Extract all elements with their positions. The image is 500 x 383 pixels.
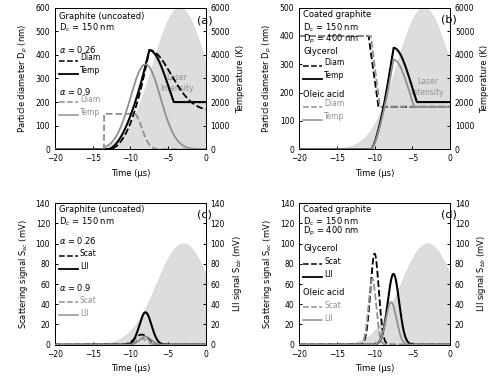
- Text: $\alpha$ = 0.26: $\alpha$ = 0.26: [59, 236, 96, 246]
- Text: D$_c$ = 150 nm: D$_c$ = 150 nm: [59, 22, 114, 34]
- Text: $\alpha$ = 0.9: $\alpha$ = 0.9: [59, 85, 92, 97]
- Y-axis label: Scattering signal S$_{sc}$ (mV): Scattering signal S$_{sc}$ (mV): [17, 219, 30, 329]
- Text: Scat: Scat: [324, 257, 341, 266]
- Text: Diam: Diam: [324, 99, 344, 108]
- Text: Diam: Diam: [80, 95, 100, 104]
- Y-axis label: Temperature (K): Temperature (K): [480, 44, 489, 113]
- Text: Coated graphite: Coated graphite: [303, 10, 372, 20]
- Text: D$_c$ = 150 nm: D$_c$ = 150 nm: [303, 215, 359, 228]
- Y-axis label: Scattering signal S$_{sc}$ (mV): Scattering signal S$_{sc}$ (mV): [262, 219, 274, 329]
- Text: Glycerol: Glycerol: [303, 244, 338, 252]
- Text: LII: LII: [80, 309, 88, 318]
- Text: LII: LII: [324, 314, 333, 323]
- Text: D$_c$ = 150 nm: D$_c$ = 150 nm: [303, 22, 359, 34]
- Text: LII: LII: [80, 262, 88, 271]
- Y-axis label: Temperature (K): Temperature (K): [236, 44, 244, 113]
- Text: Graphite (uncoated): Graphite (uncoated): [59, 12, 144, 21]
- Text: Scat: Scat: [80, 249, 96, 258]
- Text: Temp: Temp: [324, 71, 344, 80]
- Text: (d): (d): [441, 209, 457, 219]
- Text: (c): (c): [196, 209, 212, 219]
- Text: D$_p$ = 400 nm: D$_p$ = 400 nm: [303, 225, 360, 239]
- Text: (b): (b): [441, 15, 456, 25]
- Y-axis label: LII signal S$_{bb}$ (mV): LII signal S$_{bb}$ (mV): [475, 235, 488, 313]
- Text: Temp: Temp: [324, 113, 344, 121]
- Y-axis label: Particle diameter D$_p$ (nm): Particle diameter D$_p$ (nm): [17, 24, 30, 133]
- Text: Temp: Temp: [80, 108, 100, 117]
- Text: (a): (a): [196, 15, 212, 25]
- Text: $\alpha$ = 0.26: $\alpha$ = 0.26: [59, 44, 96, 55]
- Text: Oleic acid: Oleic acid: [303, 90, 344, 99]
- X-axis label: Time (μs): Time (μs): [355, 364, 395, 373]
- Text: Laser
Intensity: Laser Intensity: [160, 74, 194, 93]
- Text: Oleic acid: Oleic acid: [303, 288, 344, 297]
- Text: LII: LII: [324, 270, 333, 280]
- Text: Diam: Diam: [324, 58, 344, 67]
- Text: Graphite (uncoated): Graphite (uncoated): [59, 205, 144, 214]
- Text: Scat: Scat: [80, 296, 96, 305]
- Y-axis label: LII signal S$_{bb}$ (mV): LII signal S$_{bb}$ (mV): [230, 235, 243, 313]
- Text: Laser
Intensity: Laser Intensity: [410, 77, 444, 97]
- Y-axis label: Particle diameter D$_p$ (nm): Particle diameter D$_p$ (nm): [261, 24, 274, 133]
- Text: Temp: Temp: [80, 66, 100, 75]
- X-axis label: Time (μs): Time (μs): [110, 364, 150, 373]
- X-axis label: Time (μs): Time (μs): [110, 169, 150, 178]
- Text: D$_c$ = 150 nm: D$_c$ = 150 nm: [59, 215, 114, 228]
- Text: Scat: Scat: [324, 301, 341, 310]
- Text: Coated graphite: Coated graphite: [303, 205, 372, 214]
- Text: D$_p$ = 400 nm: D$_p$ = 400 nm: [303, 33, 360, 46]
- Text: Glycerol: Glycerol: [303, 47, 338, 56]
- Text: $\alpha$ = 0.9: $\alpha$ = 0.9: [59, 282, 92, 293]
- X-axis label: Time (μs): Time (μs): [355, 169, 395, 178]
- Text: Diam: Diam: [80, 54, 100, 62]
